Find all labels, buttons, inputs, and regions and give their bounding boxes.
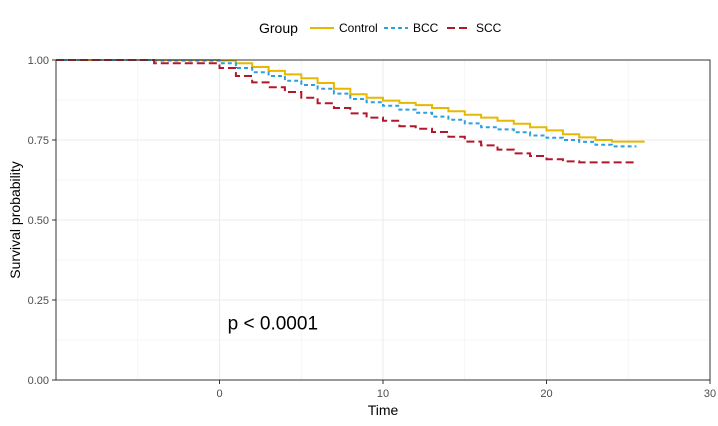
legend-label-scc: SCC	[476, 21, 502, 35]
y-tick-label: 1.00	[28, 55, 49, 67]
legend-label-control: Control	[339, 21, 378, 35]
x-axis-title: Time	[368, 402, 399, 418]
y-tick-label: 0.50	[28, 215, 49, 227]
x-tick-label: 30	[704, 388, 716, 400]
x-tick-label: 0	[216, 388, 222, 400]
x-axis-ticks: 0 10 20 30	[216, 380, 716, 400]
series-line-bcc	[56, 59, 637, 148]
p-value-annotation: p < 0.0001	[228, 313, 318, 334]
y-tick-label: 0.25	[28, 295, 49, 307]
series-line-control	[56, 59, 645, 143]
legend: Group Control BCC SCC	[259, 20, 502, 36]
x-tick-label: 10	[377, 388, 389, 400]
y-axis-ticks: 0.00 0.25 0.50 0.75 1.00	[28, 55, 56, 387]
y-axis-title: Survival probability	[7, 161, 23, 279]
legend-title: Group	[259, 20, 298, 36]
legend-items: Control BCC SCC	[310, 21, 502, 35]
plot-lines	[56, 59, 645, 164]
y-tick-label: 0.75	[28, 135, 49, 147]
x-tick-label: 20	[540, 388, 552, 400]
y-tick-label: 0.00	[28, 375, 49, 387]
series-line-scc	[56, 59, 637, 164]
legend-label-bcc: BCC	[413, 21, 439, 35]
